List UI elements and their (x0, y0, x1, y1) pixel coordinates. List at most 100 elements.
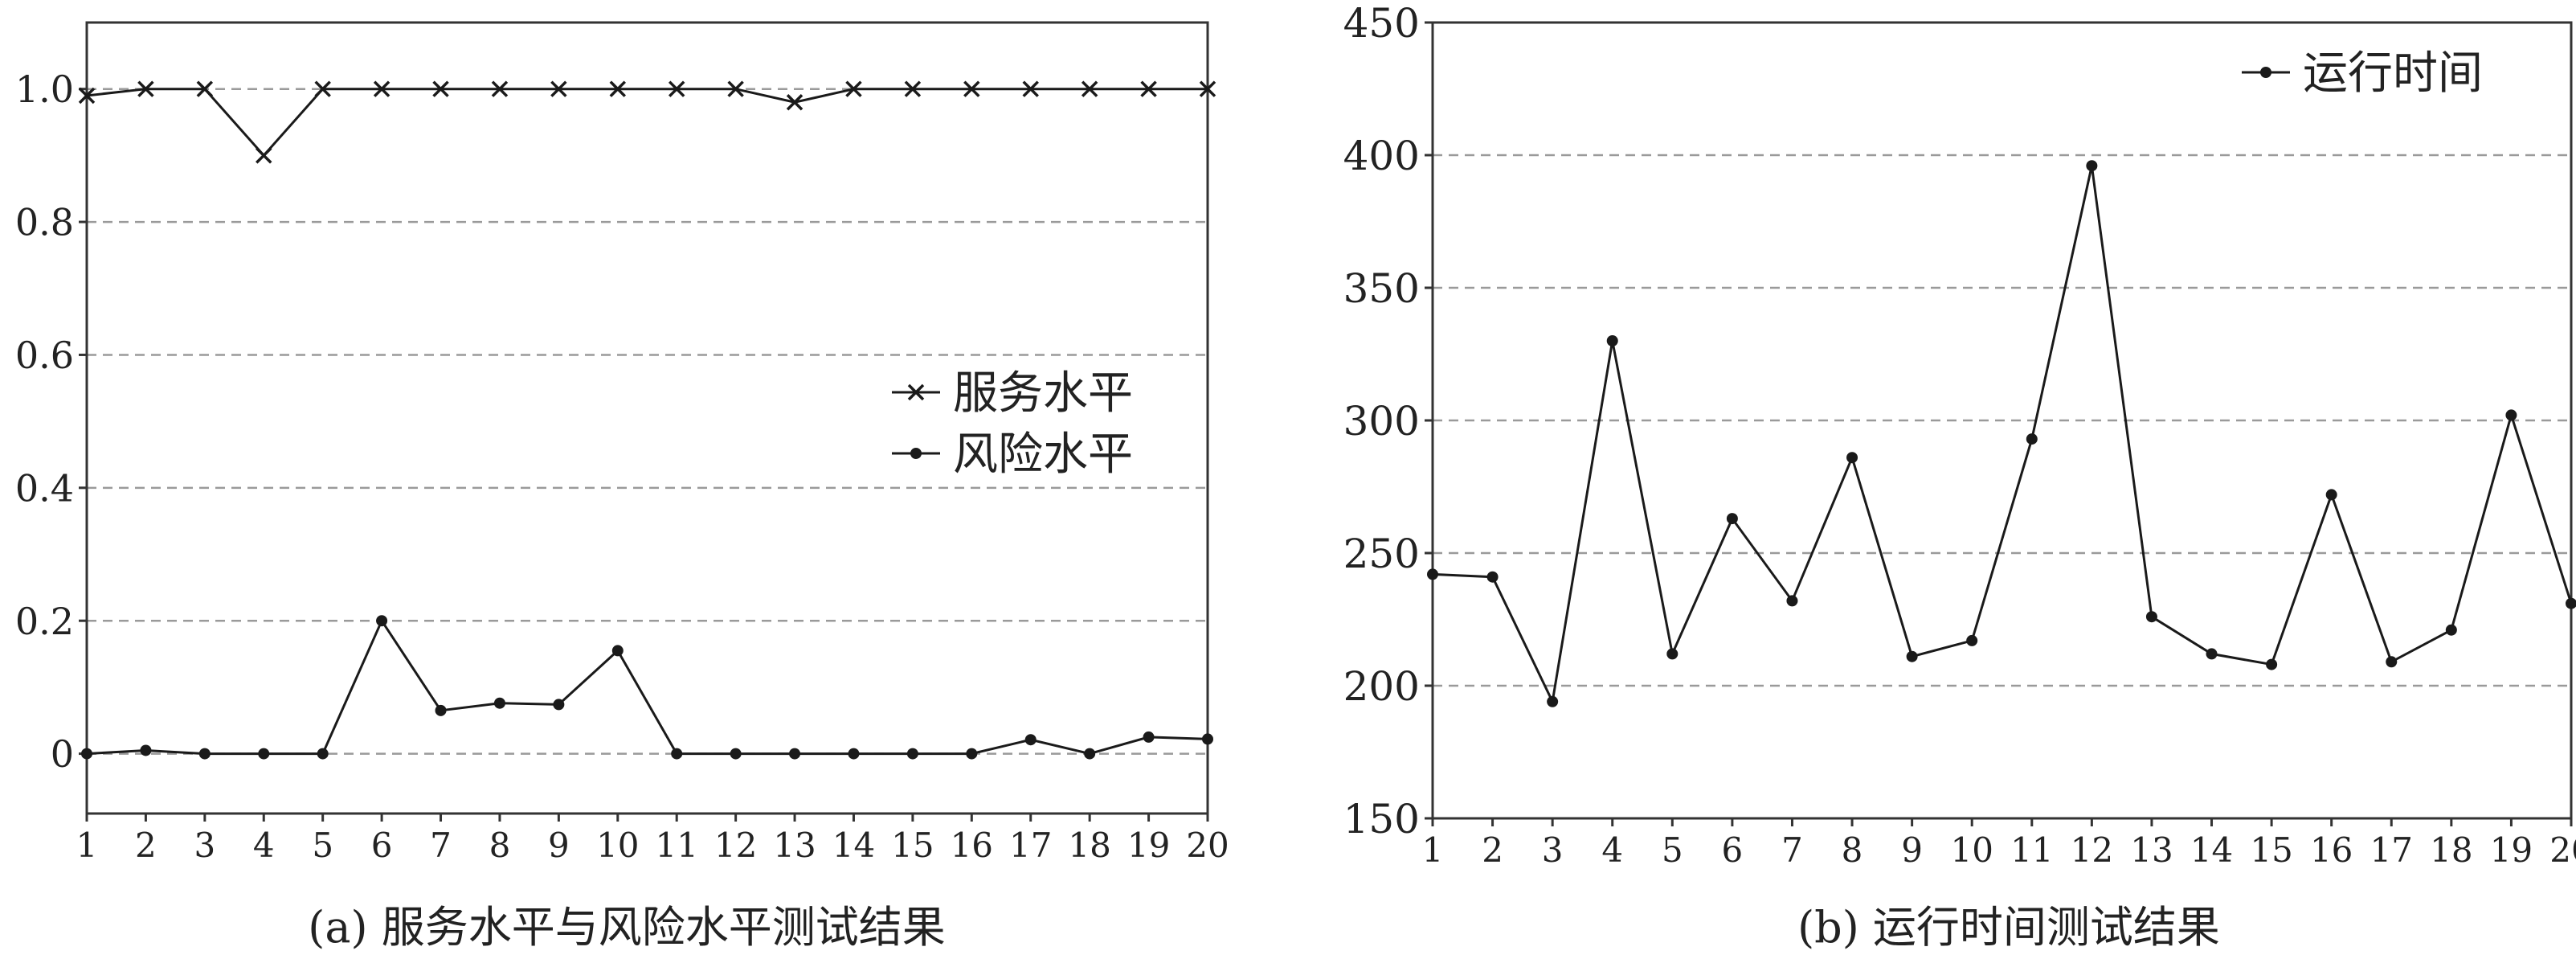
legend-label: 运行时间 (2303, 47, 2483, 100)
data-point (671, 748, 683, 760)
data-point (376, 615, 388, 627)
x-tick-label: 16 (951, 826, 993, 865)
y-tick-label: 400 (1343, 133, 1420, 179)
x-tick-label: 11 (2010, 830, 2053, 870)
x-tick-label: 5 (1662, 830, 1683, 870)
data-point-x (1022, 80, 1039, 97)
data-point (848, 748, 860, 760)
legend-marker-x (907, 383, 925, 401)
x-tick-label: 3 (194, 826, 215, 865)
data-point (1547, 695, 1559, 707)
x-tick-label: 12 (714, 826, 757, 865)
data-point (493, 697, 505, 709)
x-tick-label: 6 (1722, 830, 1744, 870)
x-tick-label: 1 (76, 826, 98, 865)
y-tick-label: 250 (1343, 531, 1420, 577)
y-tick-label: 1.0 (15, 68, 74, 111)
x-tick-label: 14 (832, 826, 875, 865)
data-point-x (491, 80, 509, 97)
x-tick-label: 19 (2490, 830, 2533, 870)
data-point-x (727, 80, 744, 97)
x-tick-label: 13 (773, 826, 816, 865)
x-tick-label: 15 (2250, 830, 2292, 870)
data-point (1966, 634, 1978, 646)
data-point (789, 748, 801, 760)
caption-a: (a) 服务水平与风险水平测试结果 (308, 902, 946, 953)
legend-marker (910, 448, 922, 459)
legend-label: 服务水平 (953, 367, 1133, 420)
data-point-x (609, 80, 627, 97)
x-tick-label: 4 (1601, 830, 1623, 870)
data-point (1906, 650, 1918, 662)
x-tick-label: 2 (135, 826, 157, 865)
caption-b: (b) 运行时间测试结果 (1797, 902, 2220, 953)
data-point (1486, 571, 1499, 583)
data-point-x (373, 80, 390, 97)
data-point (553, 699, 565, 711)
x-tick-label: 13 (2130, 830, 2173, 870)
x-tick-label: 19 (1127, 826, 1170, 865)
data-point (2325, 489, 2337, 501)
x-tick-label: 10 (1950, 830, 1993, 870)
x-tick-label: 14 (2190, 830, 2233, 870)
x-tick-label: 5 (312, 826, 333, 865)
data-point-x (256, 147, 272, 164)
data-point (2206, 648, 2218, 660)
y-tick-label: 0.4 (15, 466, 74, 510)
x-tick-label: 20 (2549, 830, 2576, 870)
x-tick-label: 11 (655, 826, 697, 865)
y-tick-label: 150 (1343, 796, 1420, 842)
x-tick-label: 8 (489, 826, 511, 865)
x-tick-label: 10 (596, 826, 639, 865)
data-point (1427, 568, 1438, 580)
x-tick-label: 4 (253, 826, 275, 865)
data-point (906, 748, 918, 760)
data-point-x (314, 80, 331, 97)
y-tick-label: 350 (1343, 265, 1420, 312)
y-tick-label: 200 (1343, 663, 1420, 710)
data-point (1726, 513, 1738, 525)
data-point (198, 748, 211, 760)
data-point (611, 645, 624, 657)
chart-panel-a: 00.20.40.60.81.01 2 3 4 5 6 7 8 9 10 11 12 13 14 15 16 1… (15, 21, 1229, 865)
x-tick-label: 9 (1901, 830, 1923, 870)
x-tick-label: 15 (891, 826, 934, 865)
legend-label: 风险水平 (953, 428, 1133, 481)
data-point (1666, 648, 1678, 660)
x-tick-label: 7 (430, 826, 452, 865)
x-tick-label: 1 (1422, 830, 1444, 870)
data-point (1143, 731, 1155, 743)
x-tick-label: 6 (371, 826, 393, 865)
x-tick-label: 7 (1781, 830, 1803, 870)
data-point (81, 748, 92, 760)
data-point (317, 748, 329, 760)
data-point-x (786, 93, 803, 111)
y-tick-label: 450 (1343, 0, 1420, 47)
x-tick-label: 16 (2310, 830, 2353, 870)
data-point (1846, 452, 1858, 464)
data-point (966, 748, 978, 760)
data-point (1024, 734, 1037, 746)
data-point-x (196, 80, 214, 97)
x-tick-label: 20 (1186, 826, 1229, 865)
x-tick-label: 17 (1009, 826, 1052, 865)
data-point (1084, 748, 1096, 760)
y-tick-label: 0.8 (15, 201, 74, 244)
data-point (2505, 409, 2517, 421)
data-point (2086, 160, 2098, 172)
y-tick-label: 0.2 (15, 600, 74, 643)
x-tick-label: 3 (1542, 830, 1564, 870)
data-point (140, 744, 152, 756)
data-point-x (845, 80, 862, 97)
data-point-x (78, 87, 96, 105)
data-point-x (963, 80, 980, 97)
x-tick-label: 12 (2071, 830, 2113, 870)
data-point-x (904, 80, 922, 97)
y-tick-label: 300 (1343, 398, 1420, 445)
data-point (258, 748, 270, 760)
data-point (2566, 597, 2576, 609)
data-point (2026, 433, 2038, 445)
x-tick-label: 9 (548, 826, 570, 865)
y-tick-label: 0.6 (15, 334, 74, 377)
